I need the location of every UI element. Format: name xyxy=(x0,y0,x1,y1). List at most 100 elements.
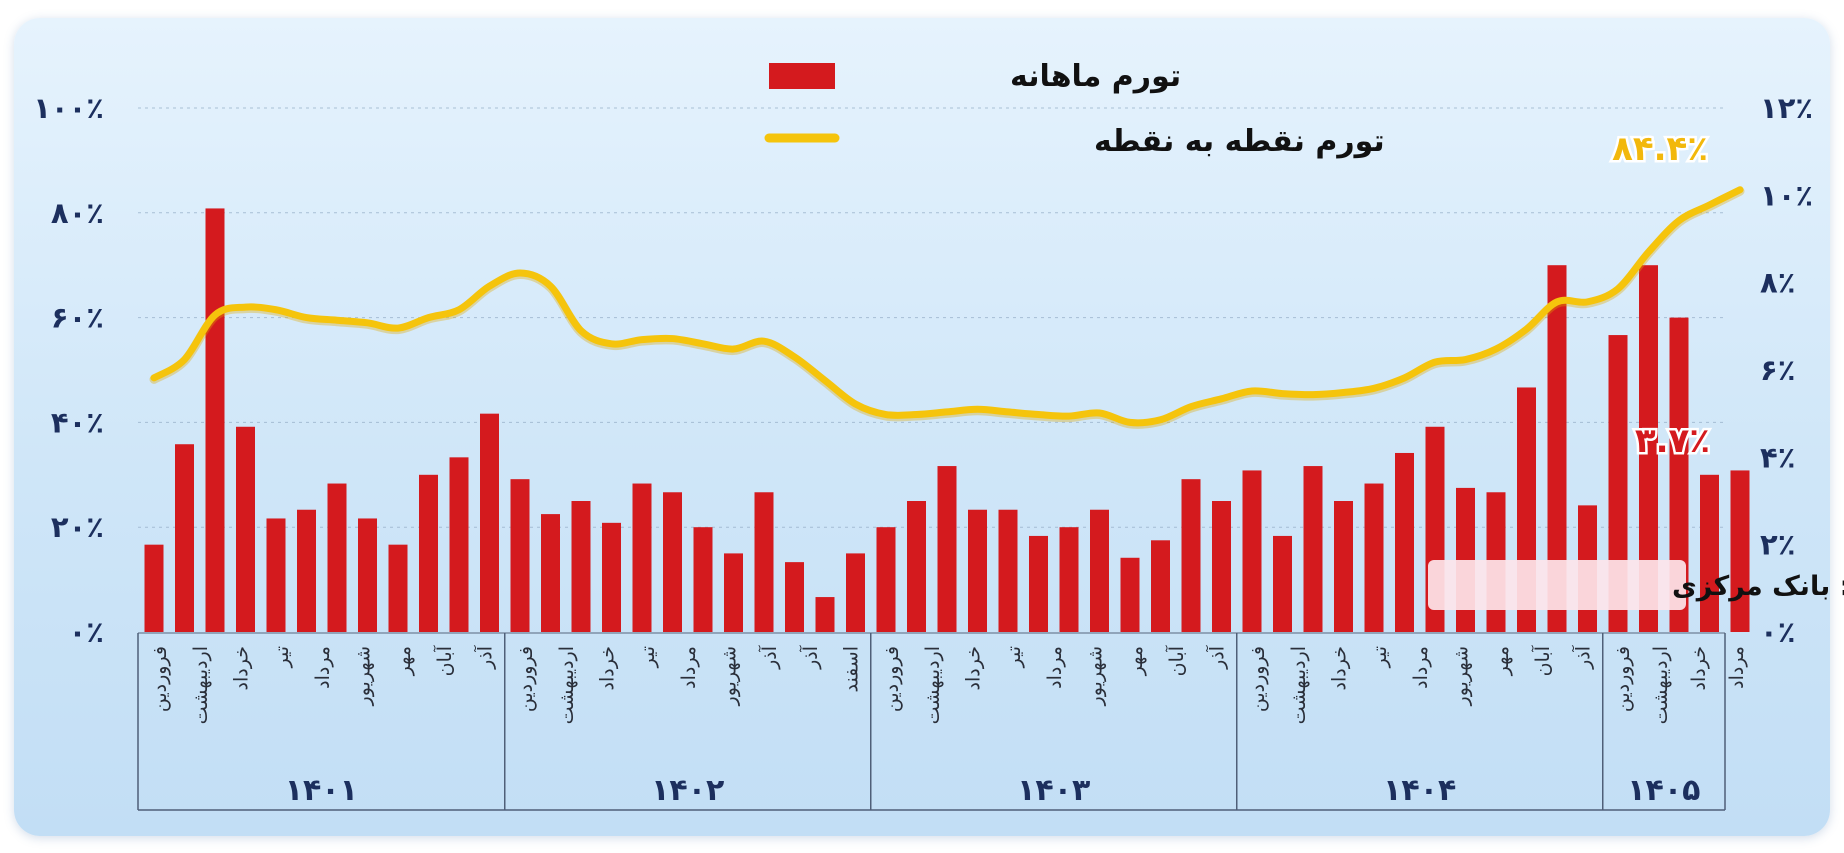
monthly-inflation-bar xyxy=(937,466,957,632)
right-axis-tick-label: ۰٪ xyxy=(1760,615,1795,649)
left-axis: ۰٪ ۲۰٪ ۴۰٪ ۶۰٪ ۸۰٪ ۱۰۰٪ xyxy=(33,91,104,649)
month-label: شهریور xyxy=(1084,646,1106,706)
monthly-inflation-bar xyxy=(480,413,499,632)
right-axis: ۰٪ ۲٪ ۴٪ ۶٪ ۸٪ ۱۰٪ ۱۲٪ xyxy=(1760,91,1813,649)
left-axis-tick-label: ۰٪ xyxy=(69,615,104,649)
month-label: آذر xyxy=(472,645,496,670)
month-label: مهر xyxy=(1491,646,1513,676)
year-label: ۱۴۰۳ xyxy=(1017,773,1090,808)
month-label: اردیبهشت xyxy=(1288,646,1310,724)
month-label: اردیبهشت xyxy=(1650,646,1672,724)
monthly-inflation-bar xyxy=(1151,540,1170,632)
month-label: اردیبهشت xyxy=(922,646,944,724)
monthly-inflation-bar xyxy=(205,208,225,632)
legend-bar-swatch xyxy=(769,63,835,89)
monthly-inflation-bar xyxy=(571,501,591,632)
legend-line-label: تورم نقطه به نقطه xyxy=(1094,124,1385,159)
monthly-inflation-bar xyxy=(1700,474,1719,632)
month-label: مرداد xyxy=(678,646,700,689)
monthly-inflation-bar xyxy=(449,457,469,632)
month-label: مهر xyxy=(1125,646,1147,676)
monthly-inflation-bars xyxy=(144,208,1750,632)
monthly-inflation-bar xyxy=(266,518,286,632)
month-label: آبان xyxy=(1530,645,1554,676)
month-label: فروردین xyxy=(1247,646,1269,712)
monthly-inflation-bar xyxy=(968,509,987,632)
monthly-inflation-bar xyxy=(907,501,926,632)
monthly-inflation-bar xyxy=(236,426,255,632)
month-label: آذر xyxy=(757,645,781,670)
source-box: منبع: بانک مرکزی xyxy=(1428,560,1844,610)
monthly-inflation-bar xyxy=(632,483,652,632)
point-inflation-callout: ۸۴.۴٪ xyxy=(1612,129,1708,169)
month-label: تیر xyxy=(1003,646,1025,669)
point-inflation-line xyxy=(150,186,1744,427)
monthly-inflation-bar xyxy=(1120,557,1140,632)
point-inflation-line-layer xyxy=(149,186,1745,429)
monthly-inflation-bar xyxy=(1242,470,1262,632)
monthly-inflation-bar xyxy=(1059,527,1079,632)
right-axis-tick-label: ۱۰٪ xyxy=(1760,178,1813,212)
grid-lines xyxy=(138,107,1725,528)
month-label: شهریور xyxy=(718,646,740,706)
right-axis-tick-label: ۲٪ xyxy=(1760,528,1795,562)
monthly-inflation-bar xyxy=(1669,317,1689,632)
month-label: مرداد xyxy=(1410,646,1432,689)
month-label: مرداد xyxy=(1044,646,1066,689)
monthly-inflation-bar xyxy=(1273,535,1292,632)
right-axis-tick-label: ۱۲٪ xyxy=(1760,91,1813,125)
month-label: مرداد xyxy=(1726,646,1748,689)
monthly-inflation-bar xyxy=(358,518,377,632)
month-label: مهر xyxy=(393,646,415,676)
monthly-inflation-bar xyxy=(1212,501,1231,632)
monthly-inflation-bar xyxy=(1608,335,1628,632)
monthly-inflation-bar xyxy=(1090,509,1109,632)
month-label: تیر xyxy=(271,646,293,669)
left-axis-tick-label: ۴۰٪ xyxy=(51,405,104,439)
month-label: اردیبهشت xyxy=(190,646,212,724)
right-axis-tick-label: ۸٪ xyxy=(1760,266,1795,300)
left-axis-tick-label: ۲۰٪ xyxy=(51,510,104,544)
month-label: فروردین xyxy=(515,646,537,712)
monthly-inflation-bar xyxy=(876,527,896,632)
month-label: فروردین xyxy=(881,646,903,712)
monthly-inflation-bar xyxy=(1639,265,1658,632)
monthly-inflation-bar xyxy=(1395,452,1414,632)
monthly-inflation-bar xyxy=(1181,479,1201,632)
point-inflation-line-shadow xyxy=(149,186,1745,429)
month-label: فروردین xyxy=(149,646,171,712)
monthly-inflation-bar xyxy=(602,522,621,632)
monthly-inflation-bar xyxy=(1364,483,1384,632)
month-label: تیر xyxy=(637,646,659,669)
year-label: ۱۴۰۲ xyxy=(651,773,724,808)
month-label: خرداد xyxy=(962,646,984,690)
month-label: شهریور xyxy=(352,646,374,706)
monthly-inflation-bar xyxy=(663,492,682,632)
monthly-inflation-bar xyxy=(1303,466,1323,632)
year-label: ۱۴۰۱ xyxy=(285,773,358,808)
monthly-inflation-bar xyxy=(1730,470,1750,632)
monthly-inflation-bar xyxy=(388,544,408,632)
month-label: آبان xyxy=(1164,645,1188,676)
month-label: خرداد xyxy=(596,646,618,690)
monthly-inflation-bar xyxy=(541,514,560,632)
monthly-inflation-bar xyxy=(815,597,835,632)
month-label: خرداد xyxy=(230,646,252,690)
month-label: آذر xyxy=(798,645,822,670)
monthly-inflation-bar xyxy=(785,562,804,632)
monthly-inflation-bar xyxy=(724,553,743,632)
monthly-inflation-bar xyxy=(297,509,316,632)
monthly-inflation-bar xyxy=(1334,501,1353,632)
monthly-inflation-bar xyxy=(419,474,438,632)
left-axis-tick-label: ۶۰٪ xyxy=(51,301,104,335)
monthly-inflation-bar xyxy=(998,509,1018,632)
monthly-inflation-bar xyxy=(144,544,164,632)
monthly-inflation-bar xyxy=(1547,265,1567,632)
source-background xyxy=(1428,560,1686,610)
legend: تورم ماهانه تورم نقطه به نقطه xyxy=(764,59,1385,159)
month-label: اردیبهشت xyxy=(556,646,578,724)
year-label: ۱۴۰۵ xyxy=(1627,773,1700,808)
right-axis-tick-label: ۶٪ xyxy=(1760,353,1795,387)
left-axis-tick-label: ۱۰۰٪ xyxy=(33,91,104,125)
month-label: مرداد xyxy=(312,646,334,689)
